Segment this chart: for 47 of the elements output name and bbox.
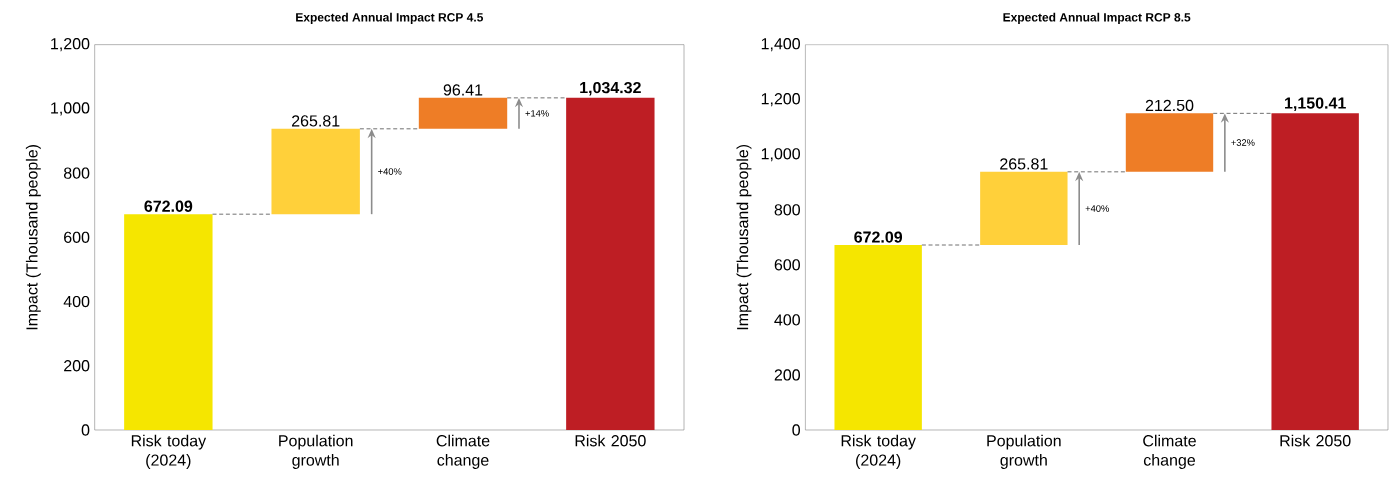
annotation: +14%	[525, 110, 549, 117]
x-tick-label: Climate change	[1143, 434, 1196, 469]
data-label: 265.81	[292, 115, 340, 127]
y-tick-label: 600	[64, 231, 90, 243]
y-axis-title: Impact (Thousand people)	[736, 144, 752, 330]
annotation: +40%	[1085, 205, 1109, 212]
data-label: 672.09	[854, 231, 903, 243]
y-tick-label: 800	[774, 204, 800, 216]
data-label: 212.50	[1145, 99, 1194, 112]
annotation: +32%	[1231, 139, 1255, 146]
y-tick-label: 400	[63, 295, 90, 308]
annotation: +40%	[378, 168, 402, 175]
y-tick-label: 1,400	[761, 38, 801, 52]
data-label: 1,034.32	[580, 81, 641, 96]
chart-title: Expected Annual Impact RCP 8.5	[1003, 12, 1191, 24]
data-label: 265.81	[1000, 158, 1048, 170]
y-tick-label: 800	[63, 167, 90, 179]
y-tick-label: 0	[792, 424, 801, 436]
x-tick-label: Climate change	[436, 434, 490, 469]
y-tick-label: 0	[81, 424, 90, 436]
y-tick-label: 1,000	[51, 102, 90, 116]
y-tick-label: 1,000	[761, 148, 801, 162]
y-tick-label: 1,200	[761, 93, 801, 107]
y-tick-label: 600	[774, 259, 800, 271]
bar	[418, 97, 508, 129]
data-label: 96.41	[443, 84, 483, 96]
y-tick-label: 1,200	[51, 38, 90, 52]
data-label: 1,150.41	[1285, 97, 1346, 112]
x-tick-label: Population growth	[987, 434, 1061, 469]
x-tick-label: Risk 2050	[575, 434, 646, 447]
bar	[1271, 113, 1359, 430]
x-tick-label: Risk today (2024)	[841, 434, 916, 469]
chart-title: Expected Annual Impact RCP 4.5	[296, 12, 484, 24]
x-tick-label: Risk today (2024)	[131, 434, 207, 469]
bar	[566, 97, 655, 430]
y-tick-label: 200	[774, 369, 800, 381]
bar	[271, 128, 360, 215]
bar	[1125, 113, 1214, 172]
x-tick-label: Population growth	[279, 434, 353, 469]
data-label: 672.09	[144, 200, 193, 212]
bar	[124, 214, 213, 430]
bar	[834, 245, 922, 430]
y-tick-label: 400	[774, 314, 800, 326]
bar	[980, 171, 1068, 245]
y-axis-title: Impact (Thousand people)	[25, 144, 41, 330]
x-tick-label: Risk 2050	[1280, 434, 1351, 447]
y-tick-label: 200	[64, 360, 90, 372]
